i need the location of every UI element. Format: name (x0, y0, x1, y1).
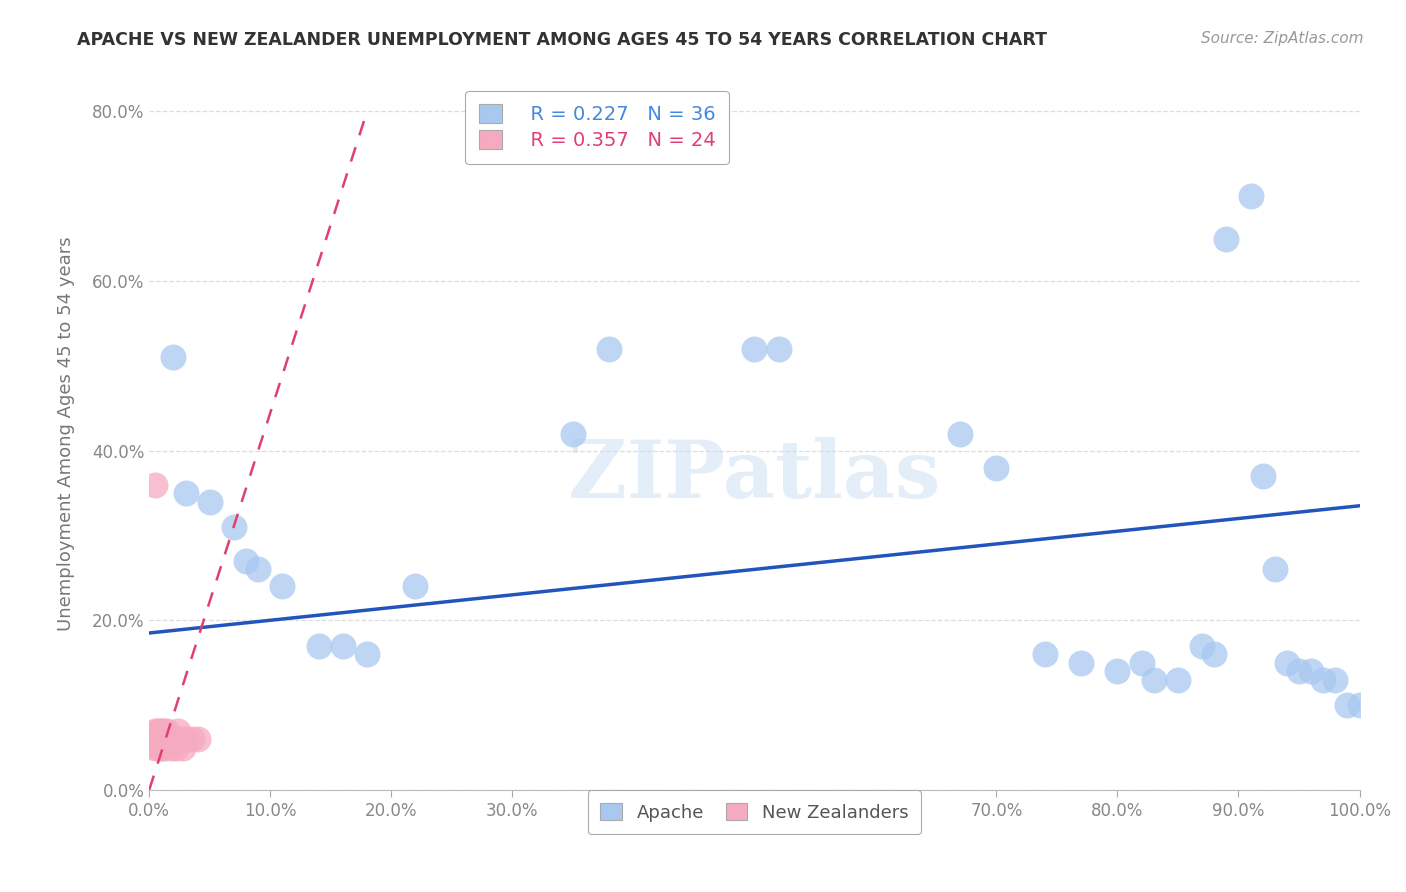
Point (152, 723, 174, 738)
Point (174, 732, 197, 747)
Point (1107, 664, 1129, 678)
Point (1348, 698, 1371, 712)
Point (949, 426, 972, 441)
Point (153, 740, 176, 755)
Point (1143, 673, 1166, 687)
Text: Source: ZipAtlas.com: Source: ZipAtlas.com (1201, 31, 1364, 46)
Point (404, 579, 426, 593)
Point (146, 740, 169, 755)
Point (162, 732, 184, 747)
Point (1070, 656, 1092, 670)
Point (170, 732, 193, 747)
Point (308, 639, 330, 653)
Y-axis label: Unemployment Among Ages 45 to 54 years: Unemployment Among Ages 45 to 54 years (58, 236, 75, 631)
Point (247, 562, 270, 576)
Point (271, 579, 294, 593)
Point (157, 732, 180, 747)
Point (356, 647, 378, 661)
Point (561, 426, 583, 441)
Point (180, 732, 202, 747)
Point (1299, 664, 1322, 678)
Point (1033, 647, 1056, 661)
Point (1324, 673, 1347, 687)
Point (149, 723, 172, 738)
Point (174, 486, 197, 500)
Point (165, 740, 187, 755)
Legend: Apache, New Zealanders: Apache, New Zealanders (588, 790, 921, 834)
Point (1275, 656, 1298, 670)
Point (222, 520, 245, 534)
Point (1167, 673, 1189, 687)
Point (1288, 664, 1310, 678)
Point (332, 639, 354, 653)
Point (986, 460, 1008, 475)
Point (149, 740, 172, 755)
Point (152, 732, 174, 747)
Point (150, 723, 173, 738)
Point (160, 740, 183, 755)
Point (1336, 698, 1358, 712)
Point (598, 342, 620, 356)
Point (1191, 639, 1213, 653)
Point (160, 732, 183, 747)
Point (768, 342, 790, 356)
Point (1264, 562, 1286, 576)
Point (162, 351, 184, 365)
Point (172, 740, 194, 755)
Point (1312, 673, 1334, 687)
Point (1251, 469, 1274, 483)
Point (143, 740, 166, 755)
Text: ZIPatlas: ZIPatlas (568, 437, 941, 516)
Point (1130, 656, 1153, 670)
Point (1204, 647, 1226, 661)
Point (187, 732, 209, 747)
Point (1239, 189, 1261, 203)
Point (198, 494, 221, 508)
Point (744, 342, 766, 356)
Point (143, 477, 166, 491)
Point (146, 723, 169, 738)
Point (167, 723, 190, 738)
Point (235, 554, 257, 568)
Point (156, 723, 179, 738)
Text: APACHE VS NEW ZEALANDER UNEMPLOYMENT AMONG AGES 45 TO 54 YEARS CORRELATION CHART: APACHE VS NEW ZEALANDER UNEMPLOYMENT AMO… (77, 31, 1047, 49)
Point (150, 740, 173, 755)
Point (1215, 231, 1237, 245)
Point (143, 723, 166, 738)
